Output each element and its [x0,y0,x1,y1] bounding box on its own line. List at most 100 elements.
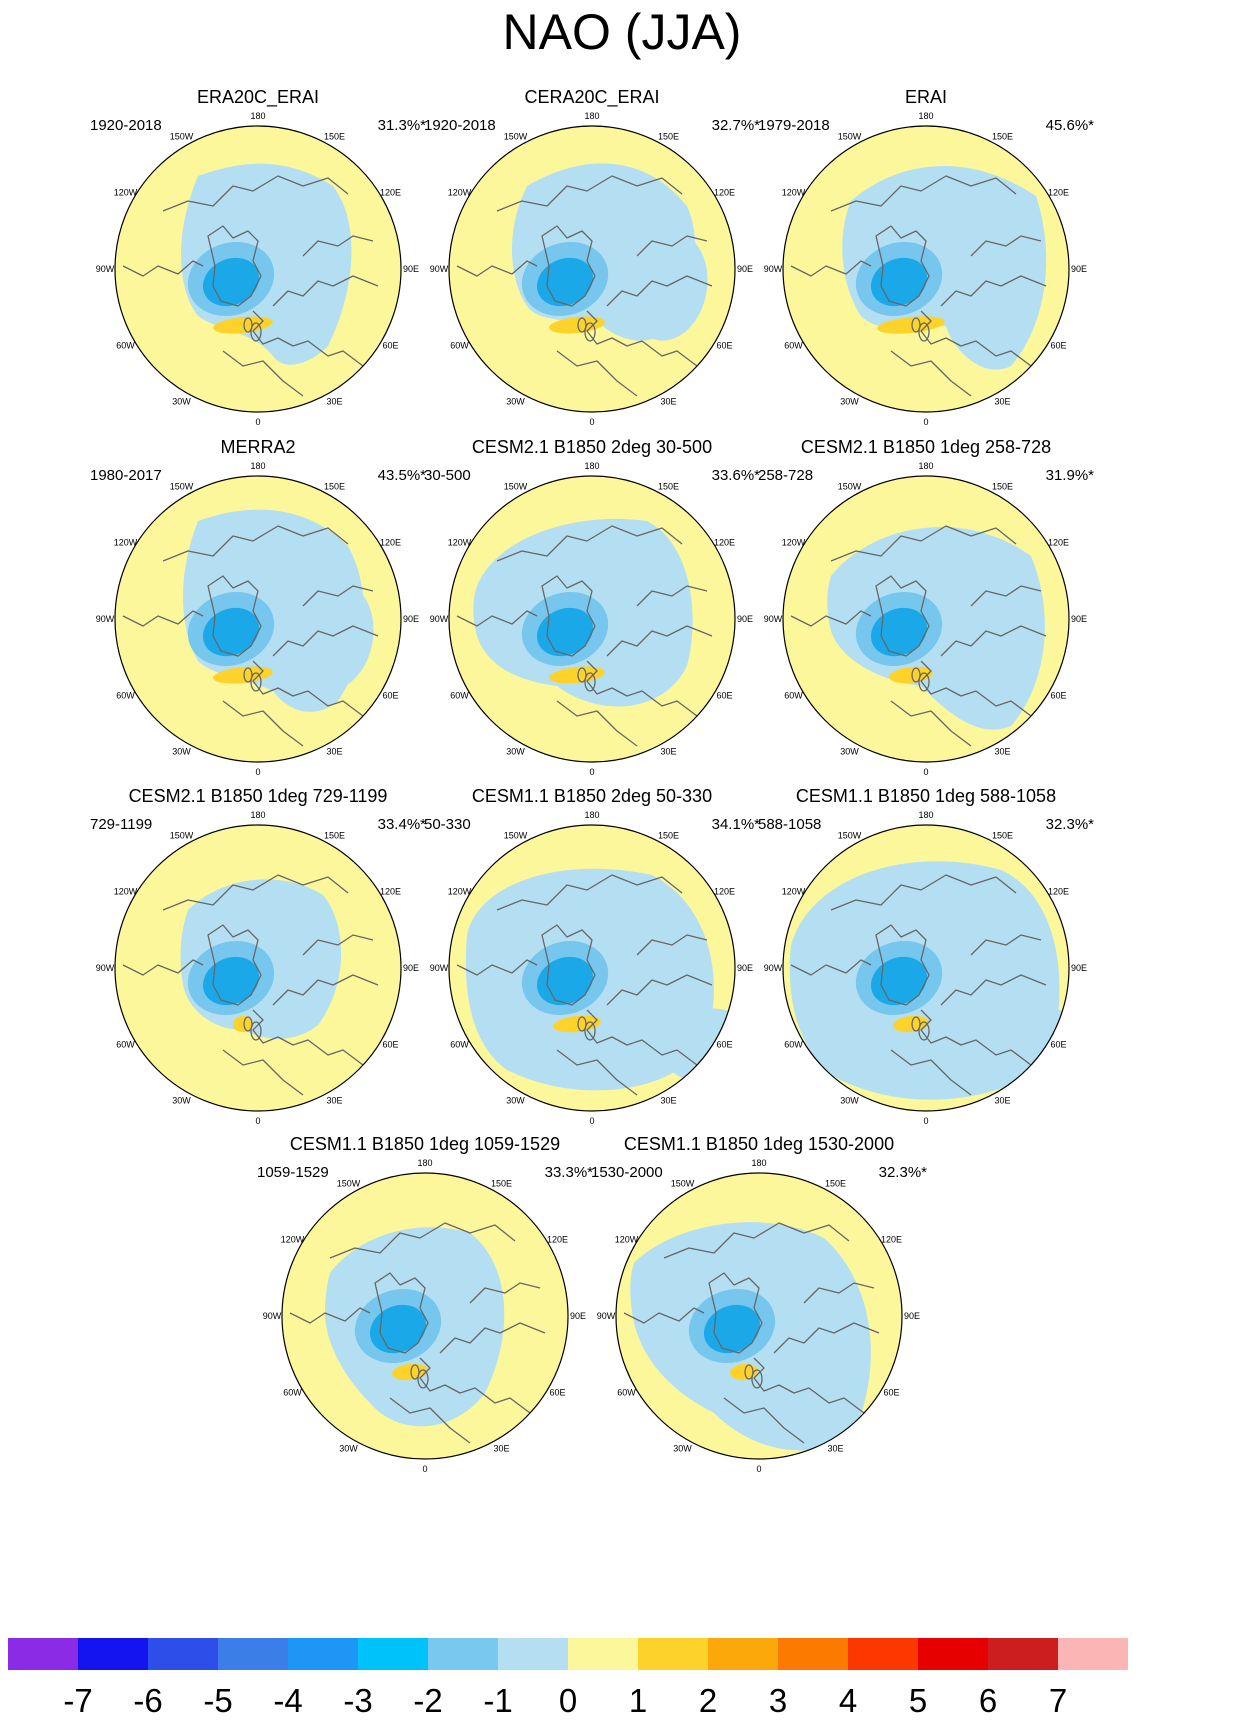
panel-explained-variance: 33.4%* [377,816,426,833]
longitude-label: 60E [716,1040,732,1050]
coastline [636,235,708,257]
coastline [606,974,713,1006]
longitude-label: 150W [504,481,528,491]
panel-explained-variance: 31.3%* [377,117,426,134]
coastline [586,660,698,717]
positive-anomaly-north-atlantic [213,666,273,684]
longitude-label: 60W [784,341,803,351]
map-panel: CESM2.1 B1850 1deg 729-1199 729-1199 33.4%… [78,785,438,1160]
coastline [289,1307,371,1324]
longitude-label: 30W [840,747,859,757]
longitude-label: 90W [430,963,449,973]
longitude-label: 90W [764,963,783,973]
colorbar-tick-label: 5 [908,1682,928,1719]
longitude-label: 120E [380,887,401,897]
coastline-island [751,1369,763,1389]
longitude-label: 90E [570,1311,586,1321]
coastline-island [584,672,596,692]
map-boundary [448,824,736,1112]
colorbar-labels: -7 -6 -5 -4 -3 -2 -1 0 1 2 3 4 5 6 7 [0,1683,1244,1723]
coastline [122,610,204,627]
longitude-label: 180 [918,810,933,820]
longitude-label: 60W [784,691,803,701]
longitude-label: 30W [840,1096,859,1106]
longitude-label: 120E [380,538,401,548]
coastline [890,1049,972,1096]
coastline [708,1272,763,1354]
coastline-island [918,1021,930,1041]
coastline [556,1049,638,1096]
longitude-label: 120E [714,188,735,198]
longitude-label: 180 [918,111,933,121]
panel-period: 1920-2018 [424,117,496,134]
coastline [222,1049,304,1096]
longitude-label: 0 [589,417,594,427]
polar-map: 180 150E 120E 90E 60E 30E 0 30W 60W 90W 120W 150W [430,461,753,777]
longitude-label: 90W [263,1311,282,1321]
longitude-label: 90W [764,264,783,274]
longitude-label: 90W [430,264,449,274]
coastline-island [918,322,930,342]
longitude-label: 30W [506,1096,525,1106]
coastline-island [410,1364,420,1380]
panel-period: 729-1199 [90,816,153,833]
longitude-label: 180 [250,461,265,471]
coastline [439,1322,546,1354]
longitude-label: 150W [504,830,528,840]
coastline [389,1397,471,1444]
panel-period: 588-1058 [758,816,822,833]
coastline [272,625,379,657]
colorbar-segment [498,1638,569,1670]
panel-explained-variance: 32.3%* [878,1164,927,1181]
longitude-label: 60W [450,691,469,701]
longitude-label: 90E [904,1311,920,1321]
map-boundary [615,1172,903,1460]
coastline-island [577,667,587,683]
coastline [541,924,596,1006]
map-panel: CERA20C_ERAI 1920-2018 32.7%* 180 150E 120E 90… [412,86,772,461]
longitude-label: 90W [96,264,115,274]
longitude-label: 180 [584,111,599,121]
coastline [162,175,349,212]
coastline [207,225,262,307]
panel-period: 1980-2017 [90,467,162,484]
map-field [616,1173,902,1459]
map-panel: CESM2.1 B1850 1deg 258-728 258-728 31.9%* 1… [746,436,1106,811]
polar-map: 180 150E 120E 90E 60E 30E 0 30W 60W 90W 120W 150W [597,1158,920,1474]
colorbar-tick-label: 7 [1048,1682,1068,1719]
longitude-label: 150E [992,830,1013,840]
coastline [830,874,1017,911]
polar-map: 180 150E 120E 90E 60E 30E 0 30W 60W 90W 120W 150W [430,111,753,427]
longitude-label: 180 [250,810,265,820]
longitude-label: 60E [382,341,398,351]
positive-anomaly-north-atlantic [877,316,945,334]
longitude-label: 120W [782,188,806,198]
coastline [663,1222,850,1259]
coastline [162,525,349,562]
colorbar-tick-label: -6 [133,1682,163,1719]
longitude-label: 120W [114,188,138,198]
longitude-label: 90E [1071,614,1087,624]
panel-period: 1979-2018 [758,117,830,134]
longitude-label: 90W [96,614,115,624]
longitude-label: 60E [382,1040,398,1050]
map-panel: CESM1.1 B1850 1deg 588-1058 588-1058 32.3%… [746,785,1106,1160]
coastline [207,575,262,657]
longitude-label: 30W [172,397,191,407]
panel-title: CESM2.1 B1850 1deg 258-728 [800,437,1052,457]
coastline [374,1272,429,1354]
panel-title: ERAI [904,87,947,107]
panel-title: ERA20C_ERAI [196,87,320,107]
polar-map: 180 150E 120E 90E 60E 30E 0 30W 60W 90W 120W 150W [430,810,753,1126]
coastline-island [584,1021,596,1041]
longitude-label: 150W [170,131,194,141]
colorbar-segment [288,1638,359,1670]
longitude-label: 30W [506,397,525,407]
longitude-label: 90E [1071,963,1087,973]
longitude-label: 0 [923,1116,928,1126]
longitude-label: 120E [714,887,735,897]
coastline [122,260,204,277]
longitude-label: 30E [326,747,342,757]
coastline-island [911,317,921,333]
longitude-label: 30E [326,1096,342,1106]
